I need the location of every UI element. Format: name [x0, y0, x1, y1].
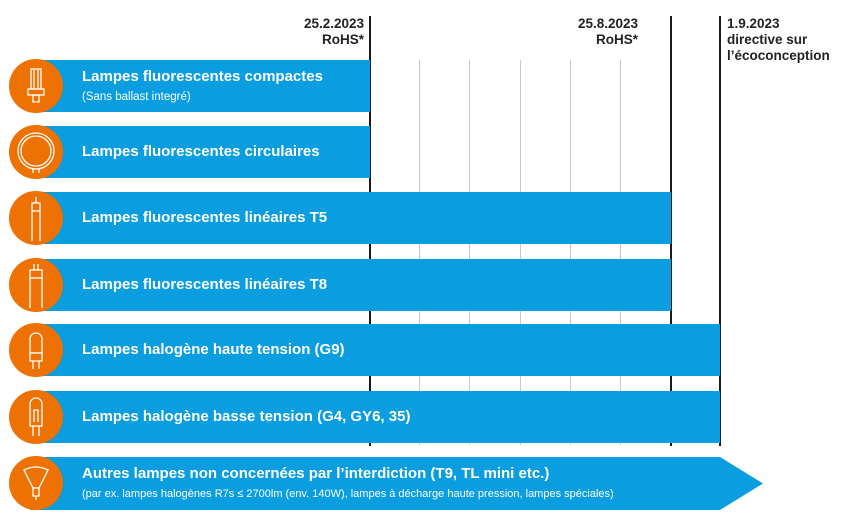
milestone-date: 25.2.2023 — [303, 16, 364, 31]
row-title: Lampes fluorescentes linéaires T8 — [82, 276, 328, 293]
milestone-date: 1.9.2023 — [727, 16, 780, 31]
grid-line — [570, 60, 571, 445]
row-title: Lampes halogène haute tension (G9) — [82, 341, 345, 358]
row-subtitle: (Sans ballast integré) — [82, 91, 191, 103]
milestone-date: 25.8.2023 — [577, 16, 638, 31]
milestone-label: directive sur — [727, 32, 808, 47]
timeline-arrow — [30, 457, 763, 510]
timeline-bar — [30, 60, 370, 112]
milestone-aug-2023: 25.8.2023 RoHS* — [540, 16, 638, 48]
row-title: Lampes fluorescentes circulaires — [82, 143, 320, 160]
row-subtitle: (par ex. lampes halogènes R7s ≤ 2700lm (… — [82, 488, 614, 500]
grid-line — [520, 60, 521, 445]
circular-fluorescent-lamp-icon — [9, 125, 63, 179]
reflector-lamp-icon — [9, 456, 63, 510]
milestone-sep-2023: 1.9.2023 directive sur l’écoconception — [727, 16, 830, 64]
low-voltage-halogen-lamp-icon — [9, 390, 63, 444]
milestone-label: l’écoconception — [727, 48, 830, 63]
g9-halogen-lamp-icon — [9, 323, 63, 377]
linear-tube-lamp-icon — [9, 258, 63, 312]
milestone-line-sep-2023 — [719, 16, 721, 446]
timeline-bar — [30, 126, 370, 178]
grid-line — [419, 60, 420, 445]
row-title: Lampes fluorescentes linéaires T5 — [82, 209, 328, 226]
grid-line — [469, 60, 470, 445]
row-title: Lampes fluorescentes compactes — [82, 68, 323, 85]
linear-tube-lamp-icon — [9, 191, 63, 245]
timeline-bar — [30, 324, 720, 376]
grid-line — [620, 60, 621, 445]
compact-fluorescent-lamp-icon — [9, 59, 63, 113]
row-title: Lampes halogène basse tension (G4, GY6, … — [82, 408, 411, 425]
timeline-bar — [30, 192, 671, 244]
milestone-label: RoHS* — [595, 32, 638, 47]
timeline-bar — [30, 259, 671, 311]
milestone-label: RoHS* — [321, 32, 364, 47]
milestone-line-aug-2023 — [670, 16, 672, 446]
timeline-bar — [30, 391, 720, 443]
milestone-feb-2023: 25.2.2023 RoHS* — [260, 16, 364, 48]
lamp-row-other: Autres lampes non concernées par l’inter… — [0, 456, 848, 510]
row-title: Autres lampes non concernées par l’inter… — [82, 465, 550, 482]
